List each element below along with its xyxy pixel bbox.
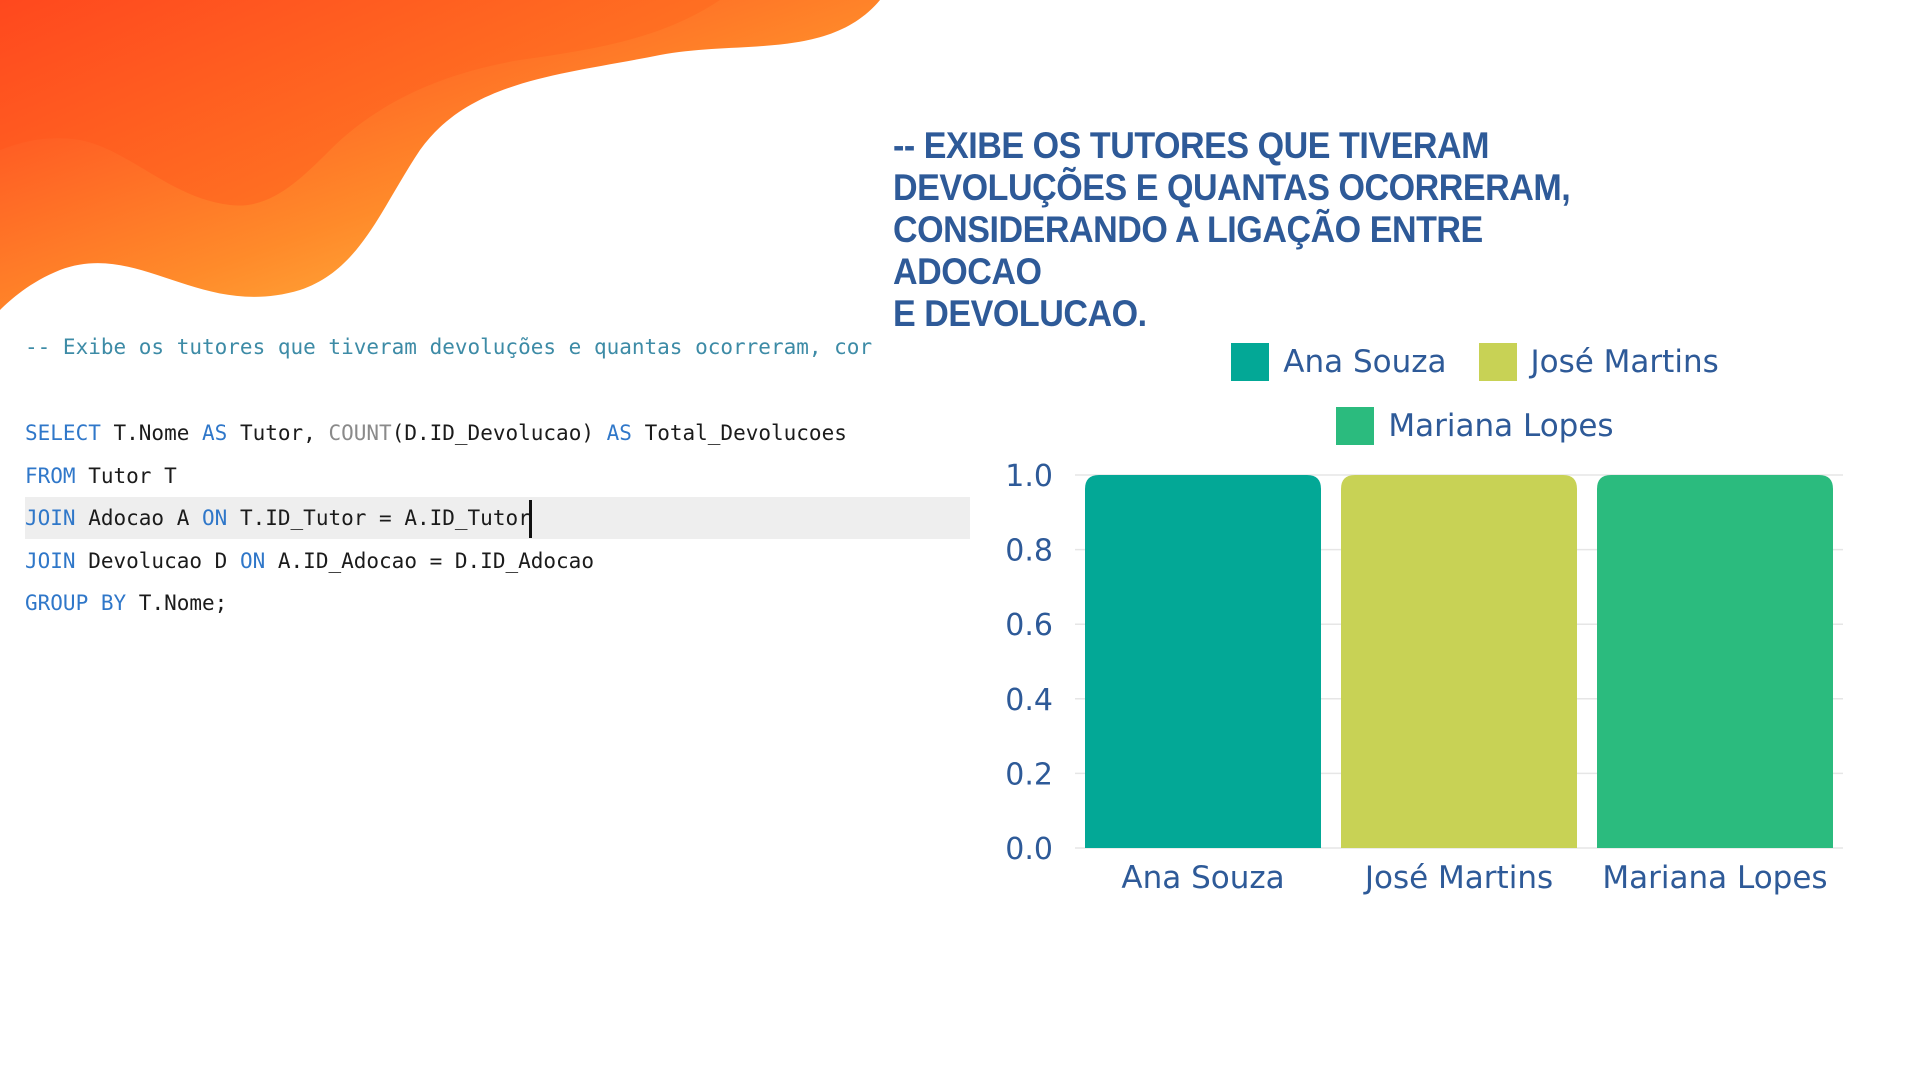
- y-tick-label: 0.0: [1005, 832, 1053, 867]
- bar: [1085, 475, 1321, 848]
- y-tick-label: 0.8: [1005, 534, 1053, 569]
- bar: [1597, 475, 1833, 848]
- y-tick-label: 0.4: [1005, 683, 1053, 718]
- y-tick-label: 0.6: [1005, 608, 1053, 643]
- y-tick-label: 0.2: [1005, 757, 1053, 792]
- x-tick-label: José Martins: [1363, 860, 1553, 896]
- y-tick-label: 1.0: [1005, 459, 1053, 494]
- x-tick-label: Ana Souza: [1121, 860, 1284, 896]
- bar: [1341, 475, 1577, 848]
- x-tick-label: Mariana Lopes: [1602, 860, 1827, 896]
